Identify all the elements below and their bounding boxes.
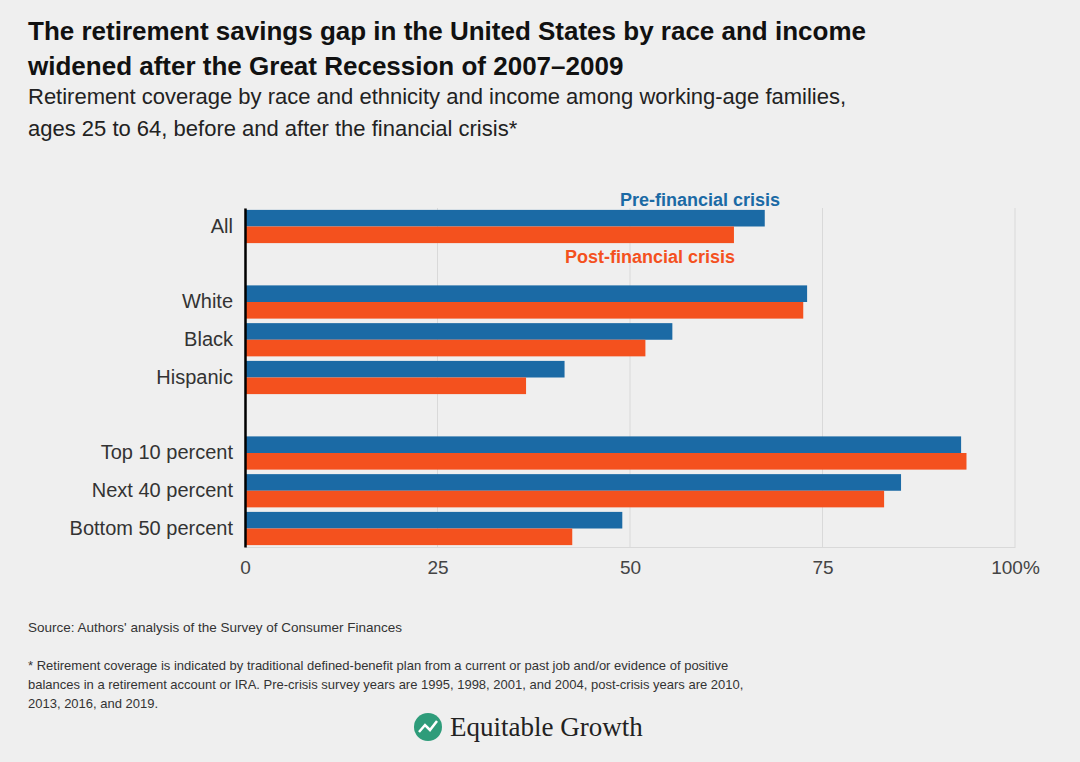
grid bbox=[245, 208, 1015, 547]
y-tick-label: All bbox=[211, 215, 233, 237]
bar bbox=[245, 340, 645, 357]
chart: The retirement savings gap in the United… bbox=[0, 0, 1080, 762]
x-tick: 25 bbox=[427, 547, 448, 578]
y-tick-label: Top 10 percent bbox=[101, 441, 234, 463]
x-tick: 100% bbox=[991, 547, 1040, 578]
brand-name: Equitable Growth bbox=[450, 712, 643, 742]
brand: Equitable Growth bbox=[414, 712, 643, 742]
x-tick-label: 0 bbox=[240, 557, 251, 578]
subtitle: Retirement coverage by race and ethnicit… bbox=[28, 84, 846, 109]
y-axis: All White Black Hispanic Top 10 percent Next … bbox=[70, 209, 246, 548]
y-tick: Next 40 percent bbox=[92, 479, 245, 501]
x-tick-label: 50 bbox=[620, 557, 641, 578]
brand-icon-line bbox=[419, 721, 437, 732]
x-tick: 50 bbox=[620, 547, 641, 578]
y-tick: All bbox=[211, 215, 245, 237]
background bbox=[0, 0, 1080, 762]
y-tick: Hispanic bbox=[156, 366, 245, 388]
x-axis-line bbox=[246, 547, 1016, 548]
x-tick: 75 bbox=[812, 547, 833, 578]
brand-icon bbox=[414, 713, 442, 741]
y-tick-label: White bbox=[182, 290, 233, 312]
bar bbox=[245, 436, 961, 453]
footnote: balances in a retirement account or IRA.… bbox=[28, 677, 743, 692]
y-tick: Bottom 50 percent bbox=[70, 517, 245, 539]
x-tick-label: 100% bbox=[991, 557, 1040, 578]
y-tick-label: Black bbox=[184, 328, 234, 350]
y-axis-line bbox=[244, 209, 247, 548]
x-tick-label: 75 bbox=[812, 557, 833, 578]
bar bbox=[245, 323, 672, 340]
legend: Pre-financial crisis Post-financial crisi… bbox=[565, 190, 780, 267]
bar bbox=[245, 285, 807, 302]
subtitle: ages 25 to 64, before and after the fina… bbox=[28, 116, 518, 141]
y-tick-label: Hispanic bbox=[156, 366, 233, 388]
x-axis: 0 25 50 75 100% bbox=[240, 547, 1040, 578]
source: Source: Authors' analysis of the Survey … bbox=[28, 620, 402, 635]
legend-label: Post-financial crisis bbox=[565, 247, 735, 267]
y-tick: Top 10 percent bbox=[101, 441, 245, 463]
bar bbox=[245, 512, 622, 529]
bar bbox=[245, 529, 572, 546]
y-tick-label: Next 40 percent bbox=[92, 479, 234, 501]
bar bbox=[245, 361, 565, 378]
bar bbox=[245, 474, 901, 491]
bar bbox=[245, 302, 803, 319]
title: widened after the Great Recession of 200… bbox=[27, 51, 623, 81]
y-tick: Black bbox=[184, 328, 245, 350]
footnote: 2013, 2016, and 2019. bbox=[28, 696, 158, 711]
y-tick: White bbox=[182, 290, 245, 312]
title: The retirement savings gap in the United… bbox=[28, 16, 866, 46]
grid-line bbox=[245, 208, 246, 547]
grid-line bbox=[1015, 208, 1016, 547]
x-tick-label: 25 bbox=[427, 557, 448, 578]
bar bbox=[245, 491, 884, 508]
legend-label: Pre-financial crisis bbox=[620, 190, 780, 210]
bars bbox=[245, 210, 966, 545]
x-tick: 0 bbox=[240, 547, 251, 578]
bar bbox=[245, 378, 526, 395]
bar bbox=[245, 453, 966, 470]
bar bbox=[245, 226, 734, 243]
y-tick-label: Bottom 50 percent bbox=[70, 517, 234, 539]
footnote: * Retirement coverage is indicated by tr… bbox=[28, 658, 728, 673]
bar bbox=[245, 210, 765, 227]
